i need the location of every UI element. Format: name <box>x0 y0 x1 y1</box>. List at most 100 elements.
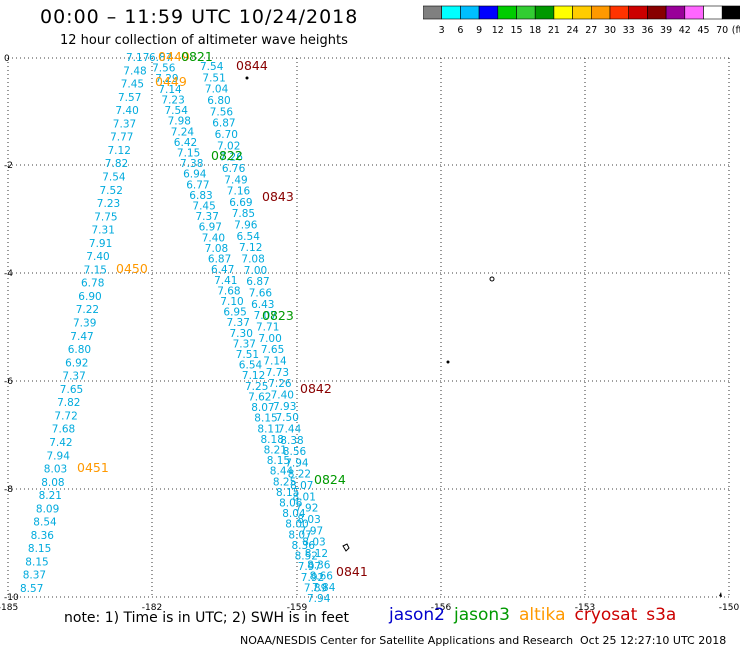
y-tick-label: -4 <box>4 269 13 279</box>
pass-time-label: 0823 <box>262 308 294 323</box>
track-value: 7.26 <box>220 152 244 164</box>
track-value: 7.85 <box>232 208 255 220</box>
legend-jason2: jason2 <box>389 605 445 625</box>
track-value: 8.01 <box>293 491 316 503</box>
track-value: 7.94 <box>285 457 309 469</box>
pass-time-label: 0450 <box>116 261 148 276</box>
track-value: 8.54 <box>33 517 57 529</box>
legend-jason3: jason3 <box>454 605 510 625</box>
pass-time-labels: 0449082108440449082208430450082308420451… <box>77 49 368 579</box>
track-value: 6.47 <box>211 264 234 276</box>
track-value: 7.37 <box>233 338 256 350</box>
track-value: 8.04 <box>282 508 306 520</box>
track-value: 6.77 <box>186 179 209 191</box>
colorbar-label: 42 <box>679 25 691 36</box>
track-value: 6.70 <box>215 129 238 141</box>
colorbar-label: 15 <box>510 25 522 36</box>
track-value: 8.57 <box>20 583 43 595</box>
track-value: 8.66 <box>310 571 334 583</box>
pass-time-label: 0824 <box>314 472 346 487</box>
track-value: 7.12 <box>108 145 131 157</box>
colorbar-label: 6 <box>457 25 463 36</box>
track-value: 7.08 <box>241 254 264 266</box>
track-value: 8.06 <box>279 498 303 510</box>
y-tick-label: -2 <box>4 161 13 171</box>
colorbar-label: 27 <box>585 25 597 36</box>
track-value: 7.17 <box>126 52 149 64</box>
track-value: 8.21 <box>264 445 287 457</box>
track-value: 7.24 <box>171 126 195 138</box>
track-value: 8.03 <box>302 537 325 549</box>
track-value: 8.36 <box>307 559 331 571</box>
track-value: 6.80 <box>207 95 230 107</box>
track-value: 7.97 <box>298 561 321 573</box>
track-value: 7.00 <box>258 333 281 345</box>
track-value: 7.02 <box>217 140 240 152</box>
track-value: 8.25 <box>273 476 296 488</box>
map-grid <box>7 57 730 598</box>
track-value: 8.37 <box>23 570 46 582</box>
track-value: 7.96 <box>234 220 258 232</box>
track-value: 7.31 <box>92 225 115 237</box>
track-value: 7.65 <box>60 384 83 396</box>
track-value: 7.45 <box>121 79 144 91</box>
track-value: 7.14 <box>263 356 287 368</box>
island-outline <box>719 592 722 597</box>
track-value: 7.40 <box>202 232 225 244</box>
track-value: 8.38 <box>280 435 303 447</box>
track-value: 7.54 <box>200 61 224 73</box>
track-value: 7.72 <box>54 410 77 422</box>
track-value: 7.73 <box>266 367 289 379</box>
track-value: 6.87 <box>212 118 235 130</box>
colorbar-label: (ft) <box>732 25 740 36</box>
track-value: 7.94 <box>307 593 331 605</box>
track-value: 7.89 <box>304 582 327 594</box>
pass-time-label: 0841 <box>336 564 368 579</box>
track-value: 6.90 <box>78 291 101 303</box>
track-value: 7.22 <box>76 304 99 316</box>
track-value: 7.54 <box>102 172 126 184</box>
track-value: 8.15 <box>25 557 48 569</box>
island-marker <box>489 276 495 282</box>
track-value: 8.00 <box>285 519 308 531</box>
track-value: 6.87 <box>208 254 231 266</box>
track-value: 7.97 <box>300 525 323 537</box>
track-value: 6.94 <box>183 169 207 181</box>
track-value: 8.12 <box>305 548 328 560</box>
colorbar-swatch <box>721 5 740 20</box>
track-value: 7.37 <box>196 211 219 223</box>
track-value: 7.77 <box>110 132 133 144</box>
colorbar-label: 12 <box>492 25 504 36</box>
land-features <box>245 76 722 597</box>
track-value: 6.54 <box>239 360 263 372</box>
y-tick-label: -10 <box>4 593 19 603</box>
track-value: 7.82 <box>57 397 80 409</box>
track-value: 8.15 <box>254 413 277 425</box>
track-value: 8.15 <box>28 543 51 555</box>
pass-time-label: 0844 <box>236 58 268 73</box>
track-value: 7.56 <box>152 63 176 75</box>
pass-time-label: 0822 <box>211 148 243 163</box>
legend-s3a: s3a <box>646 605 677 625</box>
pass-time-label: 0821 <box>181 49 213 64</box>
track-value: 7.52 <box>100 185 123 197</box>
track-value: 7.37 <box>62 371 85 383</box>
y-tick-label: 0 <box>4 54 10 64</box>
track-value: 7.15 <box>84 264 107 276</box>
footer-credit: NOAA/NESDIS Center for Satellite Applica… <box>240 634 574 647</box>
track-value: 8.18 <box>261 434 284 446</box>
track-value: 7.41 <box>214 275 237 287</box>
track-value: 7.10 <box>220 296 243 308</box>
x-tick-label: -150 <box>719 603 740 613</box>
track-value: 8.03 <box>44 464 67 476</box>
track-value: 7.12 <box>239 242 262 254</box>
track-value: 6.76 <box>222 163 246 175</box>
track-value: 8.21 <box>39 490 62 502</box>
track-value: 7.29 <box>155 73 178 85</box>
track-value: 7.68 <box>52 424 75 436</box>
pass-time-label: 0449 <box>155 74 187 89</box>
track-value: 7.15 <box>177 148 200 160</box>
track-value: 8.03 <box>297 514 320 526</box>
colorbar-label: 9 <box>476 25 482 36</box>
track-value: 7.62 <box>248 392 271 404</box>
